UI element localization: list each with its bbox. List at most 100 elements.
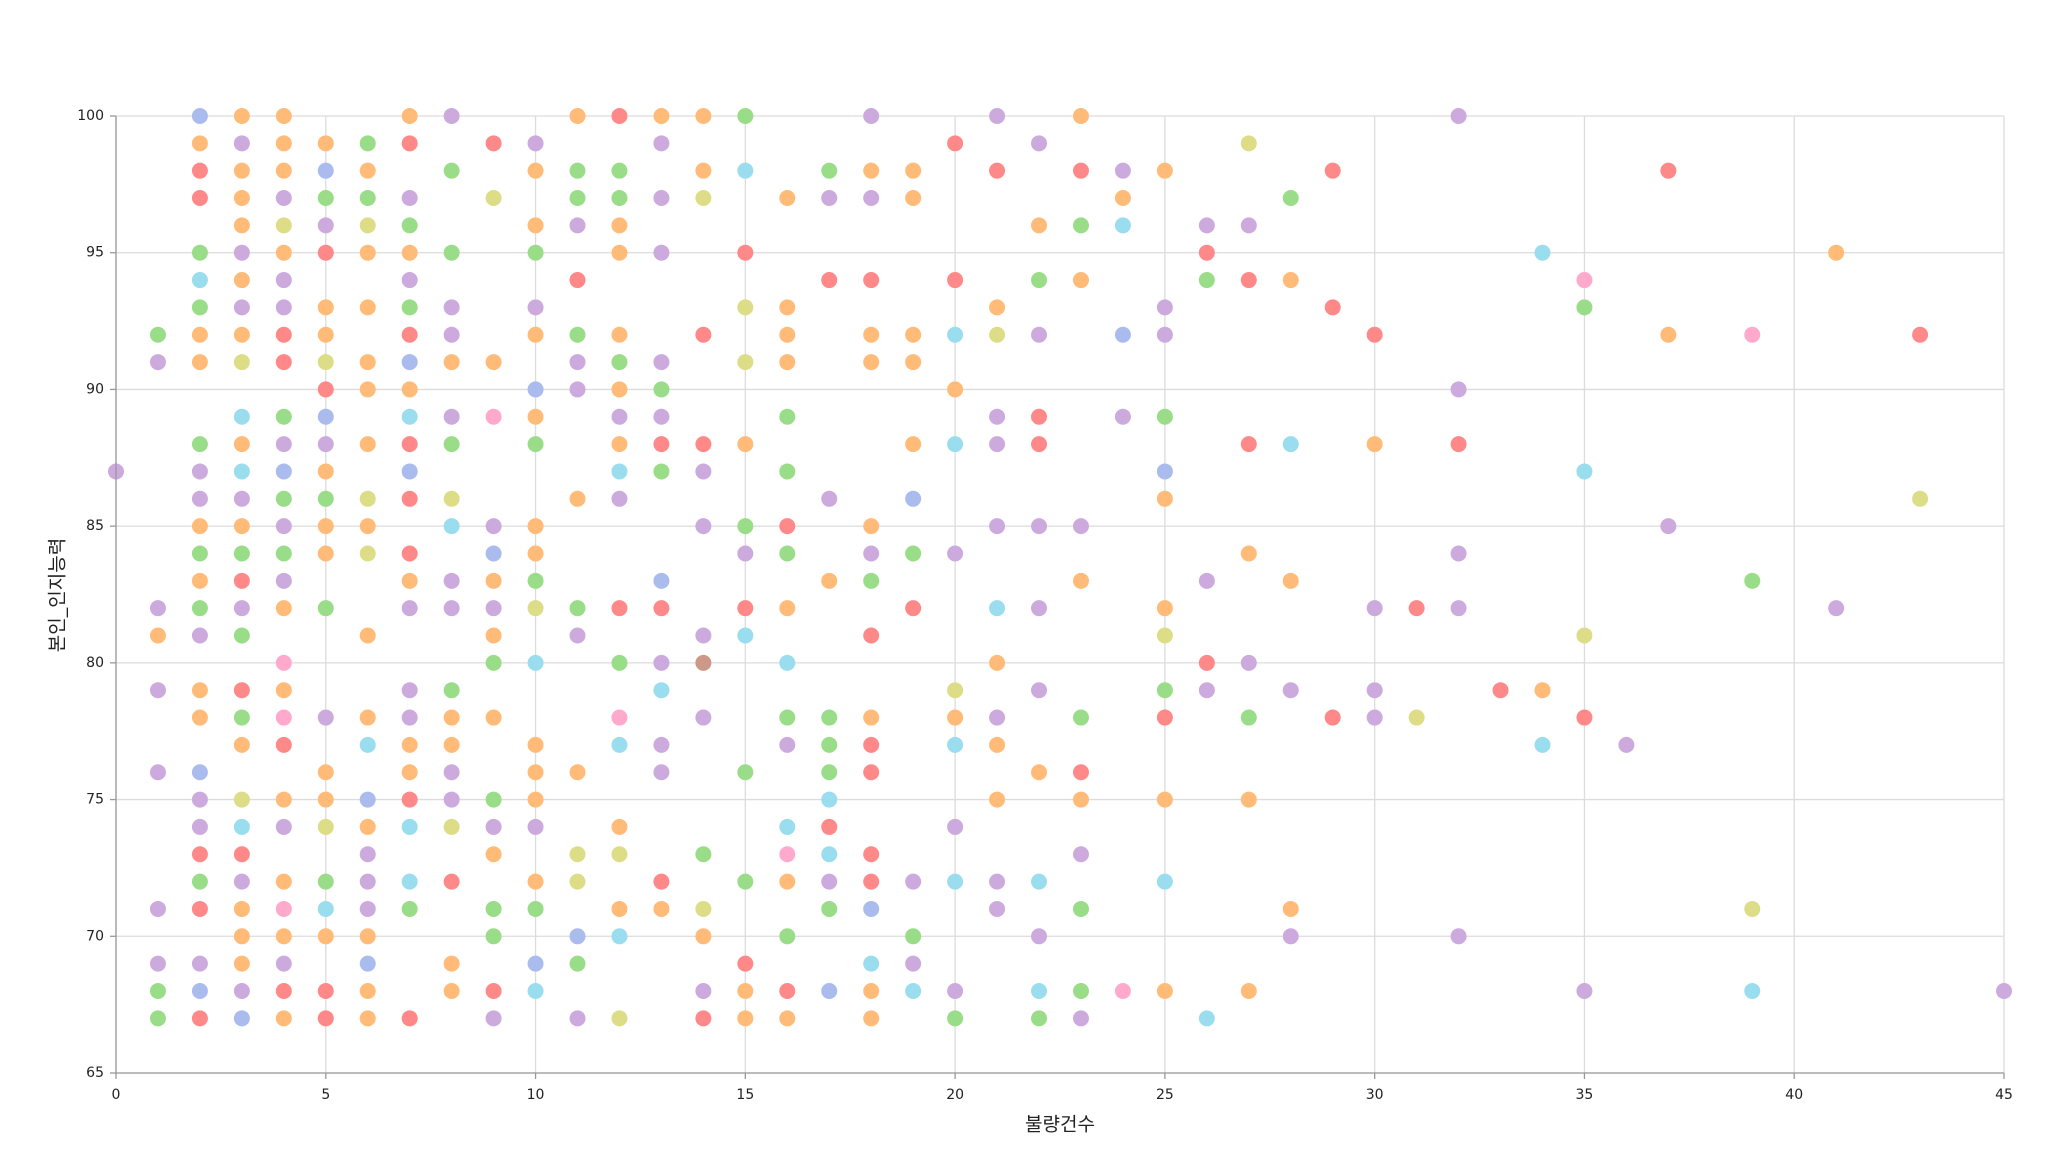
point (527, 299, 544, 316)
point (191, 818, 208, 835)
point (1660, 162, 1677, 179)
point (1828, 600, 1845, 617)
point (485, 627, 502, 644)
point (569, 600, 586, 617)
point (1072, 900, 1089, 917)
point (1492, 682, 1509, 699)
point (1744, 326, 1761, 343)
point (191, 436, 208, 453)
point (443, 490, 460, 507)
point (191, 545, 208, 562)
point (527, 900, 544, 917)
point (1240, 709, 1257, 726)
point (1576, 982, 1593, 999)
point (443, 955, 460, 972)
point (1240, 654, 1257, 671)
point (443, 299, 460, 316)
point (653, 463, 670, 480)
point (1912, 490, 1929, 507)
point (359, 1010, 376, 1027)
point (1660, 518, 1677, 535)
point (233, 982, 250, 999)
point (947, 1010, 964, 1027)
point (1282, 900, 1299, 917)
point (905, 354, 922, 371)
point (527, 955, 544, 972)
point (653, 682, 670, 699)
point (1156, 709, 1173, 726)
point (191, 326, 208, 343)
point (443, 764, 460, 781)
point (275, 436, 292, 453)
point (1114, 190, 1131, 207)
point (401, 1010, 418, 1027)
point (149, 1010, 166, 1027)
point (527, 982, 544, 999)
point (779, 982, 796, 999)
point (1450, 600, 1467, 617)
point (485, 518, 502, 535)
point (1072, 518, 1089, 535)
point (569, 627, 586, 644)
point (611, 108, 628, 124)
point (485, 1010, 502, 1027)
point (233, 354, 250, 371)
point (905, 190, 922, 207)
point (443, 682, 460, 699)
point (611, 709, 628, 726)
point (275, 572, 292, 589)
point (737, 955, 754, 972)
x-tick-label: 15 (736, 1087, 754, 1103)
point (821, 846, 838, 863)
point (1240, 272, 1257, 289)
point (275, 900, 292, 917)
point (611, 217, 628, 234)
point (779, 736, 796, 753)
point (443, 600, 460, 617)
point (569, 490, 586, 507)
point (737, 764, 754, 781)
point (317, 354, 334, 371)
point (989, 709, 1006, 726)
point (905, 600, 922, 617)
point (233, 955, 250, 972)
point (863, 272, 880, 289)
point (905, 162, 922, 179)
point (275, 326, 292, 343)
point (1198, 1010, 1215, 1027)
point (779, 818, 796, 835)
point (401, 736, 418, 753)
point (149, 354, 166, 371)
point (989, 408, 1006, 425)
point (863, 736, 880, 753)
point (821, 272, 838, 289)
point (527, 326, 544, 343)
point (1282, 572, 1299, 589)
point (569, 873, 586, 890)
point (1114, 217, 1131, 234)
point (275, 190, 292, 207)
y-tick-label: 90 (86, 381, 104, 397)
point (443, 518, 460, 535)
point (695, 1010, 712, 1027)
point (821, 162, 838, 179)
point (191, 108, 208, 124)
point (779, 873, 796, 890)
point (737, 627, 754, 644)
point (317, 873, 334, 890)
point (863, 518, 880, 535)
point (527, 818, 544, 835)
x-tick-label: 35 (1576, 1087, 1594, 1103)
point (779, 1010, 796, 1027)
point (1031, 982, 1048, 999)
point (863, 955, 880, 972)
point (653, 108, 670, 124)
point (947, 818, 964, 835)
point (695, 162, 712, 179)
point (275, 272, 292, 289)
point (779, 354, 796, 371)
point (821, 873, 838, 890)
point (611, 928, 628, 945)
point (569, 846, 586, 863)
